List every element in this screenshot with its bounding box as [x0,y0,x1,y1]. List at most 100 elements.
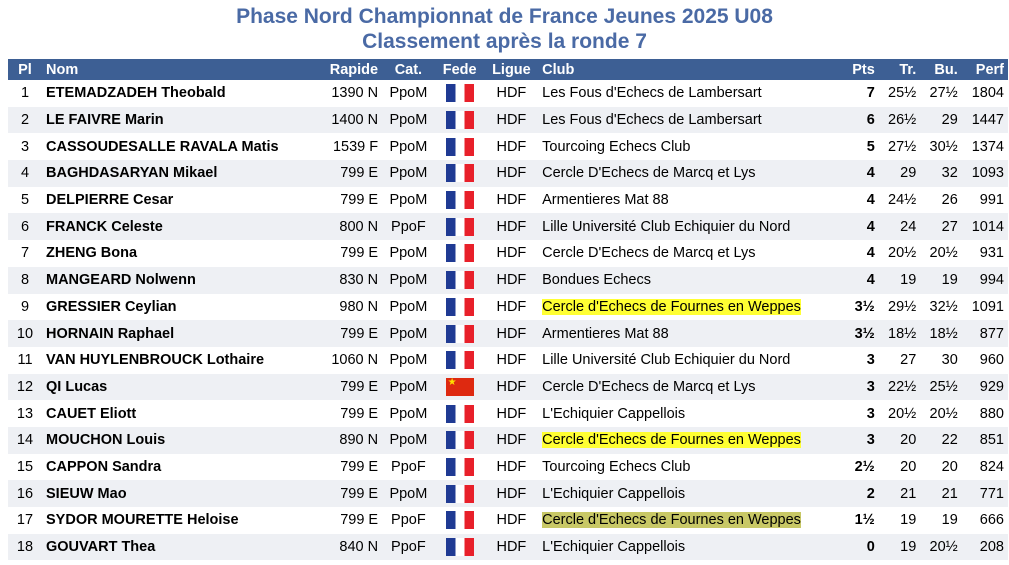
buchholz-cell: 27½ [929,85,958,102]
points-cell: 2 [843,480,879,507]
federation-flag-cell [434,266,485,294]
player-name-link[interactable]: SYDOR MOURETTE Heloise [46,512,239,529]
points-cell: 3½ [843,320,879,347]
federation-flag-cell [435,187,485,214]
club-cell: Cercle D'Echecs de Marcq et Lys [538,240,844,267]
player-name-link[interactable]: BAGHDASARYAN Mikael [42,160,318,187]
player-name-link[interactable]: CAPPON Sandra [46,458,162,475]
column-header-fede[interactable]: Fede [434,59,485,80]
club-name: Cercle D'Echecs de Marcq et Lys [542,165,756,182]
rapid-rating-cell: 799 E [317,160,383,187]
buchholz-cell: 20½ [929,245,958,262]
rank-cell: 15 [16,458,34,475]
france-flag-icon [445,217,474,236]
tiebreak-tr-cell: 27 [900,352,917,369]
rapid-rating-cell: 799 E [340,245,379,262]
points-cell: 7 [866,85,875,102]
category-cell: PpoM [382,320,435,347]
table-row: 1 ETEMADZADEH Theobald 1390 N PpoM HDF Les Fo… [8,80,1008,107]
player-name-link[interactable]: ETEMADZADEH Theobald [46,85,226,102]
player-name-link[interactable]: GOUVART Thea [42,533,318,561]
rapid-rating-cell: 799 E [317,480,383,507]
column-header-perf[interactable]: Perf [961,59,1008,80]
federation-flag-cell [434,533,485,561]
france-flag-icon [445,431,474,450]
table-body: 1 ETEMADZADEH Theobald 1390 N PpoM HDF Les Fo… [8,80,1008,561]
performance-cell: 1374 [971,138,1004,155]
france-flag-icon [445,538,474,557]
federation-flag-cell [435,80,485,107]
player-name-link[interactable]: HORNAIN Raphael [42,320,318,347]
federation-flag-cell [435,347,485,374]
club-cell: Cercle d'Echecs de Fournes en Weppes [538,294,844,321]
buchholz-cell: 27 [920,213,962,241]
performance-cell: 931 [979,245,1004,262]
club-cell: Les Fous d'Echecs de Lambersart [538,80,844,107]
column-header-tr[interactable]: Tr. [878,59,921,80]
rank-cell: 1 [20,85,30,102]
column-header-nom[interactable]: Nom [42,59,318,80]
france-flag-icon [445,404,474,423]
club-name: L'Echiquier Cappellois [542,405,686,422]
table-row: 4 BAGHDASARYAN Mikael 799 E PpoM HDF Cercle D… [8,160,1008,187]
france-flag-icon [445,111,474,130]
club-cell: Bondues Echecs [538,266,844,294]
player-name-link[interactable]: DELPIERRE Cesar [46,192,174,209]
performance-cell: 960 [979,352,1004,369]
player-name-link[interactable]: CASSOUDESALLE RAVALA Matis [46,138,279,155]
france-flag-icon [445,457,474,476]
buchholz-cell: 20½ [920,533,962,561]
table-row: 9 GRESSIER Ceylian 980 N PpoM HDF Cercle d'Ec… [8,294,1008,321]
player-name-link[interactable]: CAUET Eliott [46,405,137,422]
table-row: 10 HORNAIN Raphael 799 E PpoM HDF Armentieres… [8,320,1008,347]
column-header-pl[interactable]: Pl [8,59,42,80]
tiebreak-tr-cell: 26½ [878,106,921,134]
column-header-cat[interactable]: Cat. [382,59,435,80]
category-cell: PpoF [382,213,435,241]
rank-cell: 5 [20,192,30,209]
performance-cell: 1804 [971,85,1004,102]
rapid-rating-cell: 799 E [317,373,383,401]
column-header-ligue[interactable]: Ligue [484,59,539,80]
player-name-link[interactable]: SIEUW Mao [42,480,318,507]
table-row: 11 VAN HUYLENBROUCK Lothaire 1060 N PpoM HDF… [8,347,1008,374]
player-name-link[interactable]: GRESSIER Ceylian [46,298,177,315]
rapid-rating-cell: 799 E [340,405,379,422]
rapid-rating-cell: 840 N [317,533,383,561]
player-name-link[interactable]: VAN HUYLENBROUCK Lothaire [46,352,265,369]
points-cell: 6 [843,106,879,134]
column-header-rapide[interactable]: Rapide [317,59,383,80]
france-flag-icon [445,324,474,343]
buchholz-cell: 19 [941,512,958,529]
player-name-link[interactable]: MOUCHON Louis [42,426,318,454]
federation-flag-cell [435,400,485,427]
header-row: Pl Nom Rapide Cat. Fede Ligue Club Pts T… [8,59,1008,80]
tiebreak-tr-cell: 22½ [878,373,921,401]
category-cell: PpoF [382,533,435,561]
points-cell: 0 [843,533,879,561]
player-name-link[interactable]: QI Lucas [42,373,318,401]
rank-cell: 13 [16,405,34,422]
table-row: 7 ZHENG Bona 799 E PpoM HDF Cercle D'Echecs d… [8,240,1008,267]
tiebreak-tr-cell: 21 [878,480,921,507]
performance-cell: 1093 [961,160,1008,187]
player-name-link[interactable]: ZHENG Bona [46,245,138,262]
league-cell: HDF [496,138,527,155]
club-cell: L'Echiquier Cappellois [538,533,844,561]
page-header: Phase Nord Championnat de France Jeunes … [0,0,1009,54]
player-name-link[interactable]: FRANCK Celeste [42,213,318,241]
buchholz-cell: 30 [941,352,958,369]
column-header-club[interactable]: Club [538,59,844,80]
player-name-link[interactable]: MANGEARD Nolwenn [42,266,318,294]
column-header-pts[interactable]: Pts [843,59,879,80]
league-cell: HDF [496,298,527,315]
league-cell: HDF [484,373,539,401]
buchholz-cell: 21 [920,480,962,507]
player-name-link[interactable]: LE FAIVRE Marin [42,106,318,134]
category-cell: PpoM [389,138,428,155]
points-cell: 4 [866,245,875,262]
rank-cell: 3 [20,138,30,155]
column-header-bu[interactable]: Bu. [920,59,962,80]
category-cell: PpoM [382,106,435,134]
